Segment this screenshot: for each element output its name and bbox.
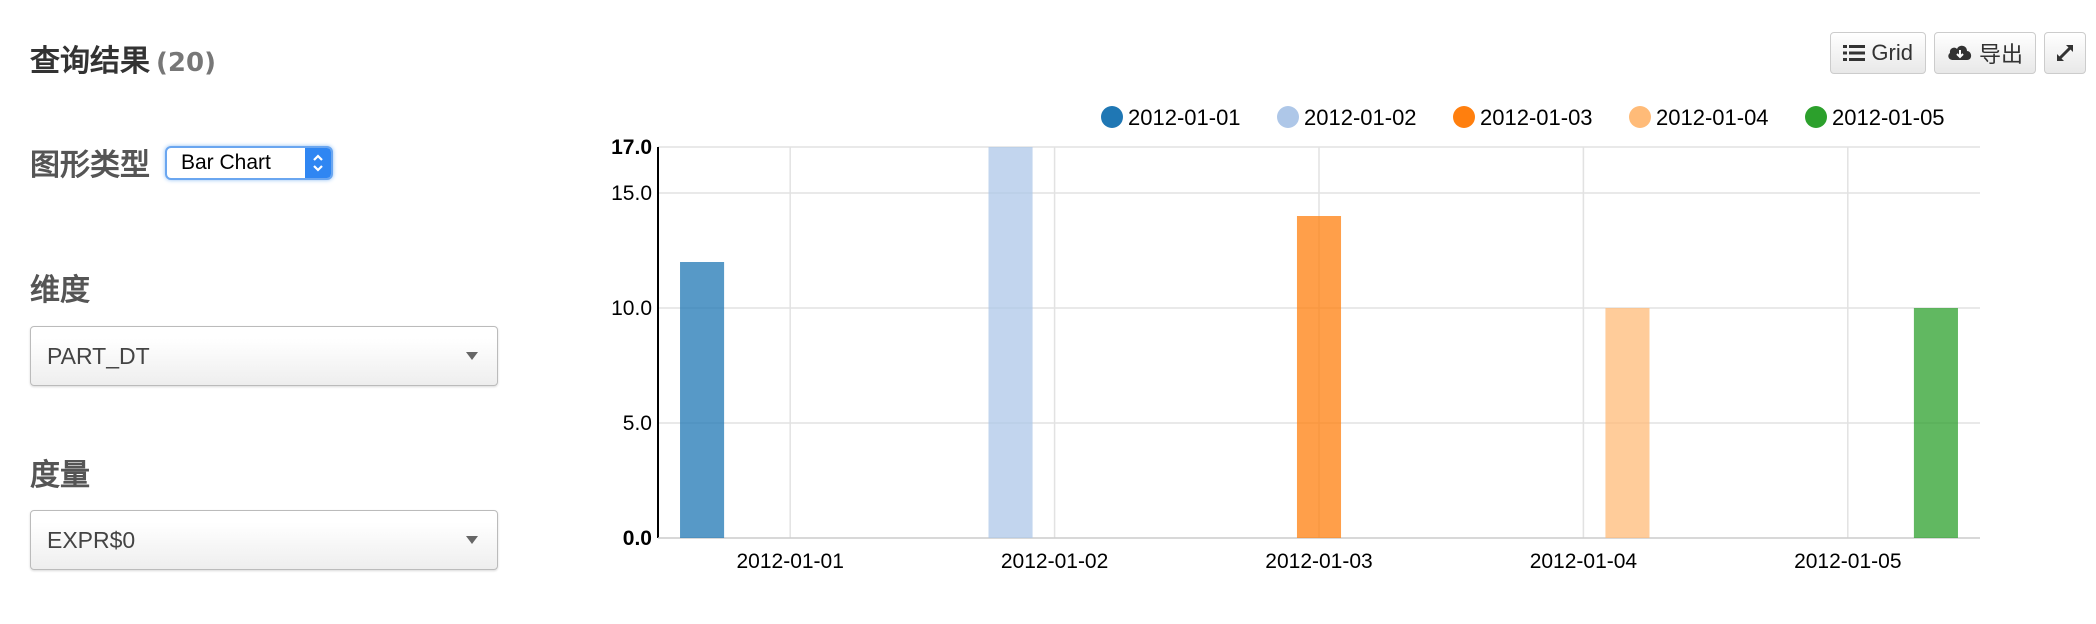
results-count: (20)	[156, 48, 216, 78]
chart-type-value: Bar Chart	[167, 151, 305, 175]
legend-swatch[interactable]	[1453, 106, 1475, 128]
results-title-text: 查询结果	[30, 44, 150, 79]
legend-label[interactable]: 2012-01-01	[1128, 105, 1241, 130]
results-title: 查询结果 (20)	[30, 36, 216, 80]
cloud-download-icon	[1947, 43, 1973, 63]
y-tick-label: 17.0	[611, 136, 652, 159]
measure-select[interactable]: EXPR$0	[30, 510, 498, 570]
export-button-label: 导出	[1979, 37, 2023, 69]
x-tick-label: 2012-01-05	[1794, 550, 1901, 573]
bar[interactable]	[1605, 308, 1649, 538]
bar[interactable]	[1914, 308, 1958, 538]
x-tick-label: 2012-01-04	[1530, 550, 1638, 573]
legend-label[interactable]: 2012-01-02	[1304, 105, 1417, 130]
caret-down-icon	[465, 535, 479, 545]
x-tick-label: 2012-01-02	[1001, 550, 1108, 573]
bar-chart: 2012-01-01 2012-01-02 2012-01-03 2012-01-04…	[600, 95, 2000, 595]
x-tick-label: 2012-01-03	[1265, 550, 1372, 573]
caret-down-icon	[465, 351, 479, 361]
legend-label[interactable]: 2012-01-05	[1832, 105, 1945, 130]
grid-button-label: Grid	[1871, 40, 1913, 66]
chart-x-axis: 2012-01-01 2012-01-02 2012-01-03 2012-01-04…	[658, 538, 1980, 573]
measure-label: 度量	[30, 450, 90, 494]
y-tick-label: 0.0	[623, 527, 652, 550]
export-button[interactable]: 导出	[1934, 32, 2036, 74]
updown-chevron-icon	[305, 148, 331, 178]
y-tick-label: 5.0	[623, 412, 652, 435]
y-tick-label: 10.0	[611, 297, 652, 320]
legend-swatch[interactable]	[1277, 106, 1299, 128]
chart-type-label: 图形类型	[30, 140, 150, 184]
legend-swatch[interactable]	[1101, 106, 1123, 128]
legend-swatch[interactable]	[1805, 106, 1827, 128]
list-icon	[1843, 43, 1865, 63]
grid-button[interactable]: Grid	[1830, 32, 1926, 74]
results-toolbar: Grid 导出	[1830, 32, 2086, 74]
dimension-label: 维度	[30, 265, 90, 309]
dimension-value: PART_DT	[31, 343, 465, 370]
y-tick-label: 15.0	[611, 182, 652, 205]
legend-label[interactable]: 2012-01-03	[1480, 105, 1593, 130]
measure-value: EXPR$0	[31, 527, 465, 554]
x-tick-label: 2012-01-01	[736, 550, 843, 573]
legend-swatch[interactable]	[1629, 106, 1651, 128]
legend-label[interactable]: 2012-01-04	[1656, 105, 1769, 130]
fullscreen-button[interactable]	[2044, 32, 2086, 74]
bar[interactable]	[1297, 216, 1341, 538]
chart-y-axis: 0.0 5.0 10.0 15.0 17.0	[611, 136, 658, 550]
chart-type-select[interactable]: Bar Chart	[165, 146, 333, 180]
bar[interactable]	[989, 147, 1033, 538]
bar[interactable]	[680, 262, 724, 538]
chart-legend: 2012-01-01 2012-01-02 2012-01-03 2012-01-04…	[1101, 105, 1945, 130]
expand-icon	[2055, 43, 2075, 63]
dimension-select[interactable]: PART_DT	[30, 326, 498, 386]
